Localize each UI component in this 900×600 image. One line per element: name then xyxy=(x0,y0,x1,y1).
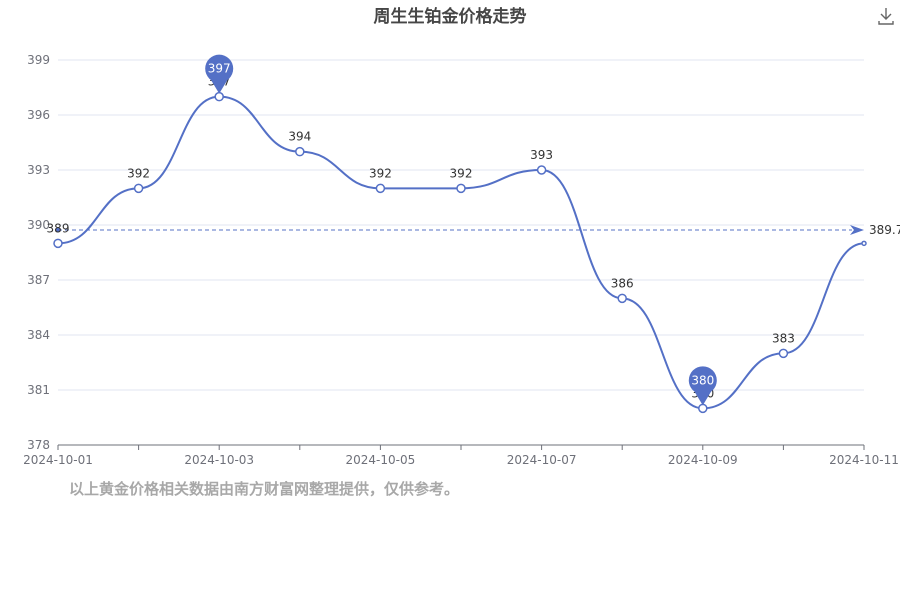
x-tick-label: 2024-10-03 xyxy=(184,453,254,467)
data-label: 389 xyxy=(47,221,70,235)
price-series xyxy=(53,91,867,414)
data-label: 392 xyxy=(369,166,392,180)
y-tick-label: 393 xyxy=(27,163,50,177)
data-point xyxy=(375,183,386,194)
download-icon xyxy=(878,8,894,25)
data-label: 394 xyxy=(288,130,311,144)
pin-tail xyxy=(210,78,229,94)
data-point xyxy=(778,348,789,359)
download-button[interactable] xyxy=(874,4,898,28)
data-label: 392 xyxy=(450,166,473,180)
max-pin: 397 xyxy=(205,54,234,94)
series-line xyxy=(57,95,865,410)
data-point xyxy=(861,240,867,247)
pin-head xyxy=(205,54,234,83)
x-tick-label: 2024-10-11 xyxy=(829,453,899,467)
y-tick-label: 399 xyxy=(27,53,50,67)
data-label: 392 xyxy=(127,166,150,180)
axes: 378 381 384 387 390 393 396 399 2024-10-01 2024-1… xyxy=(23,53,899,467)
average-line-label: 389.73 xyxy=(869,223,900,237)
x-tick-label: 2024-10-07 xyxy=(507,453,577,467)
average-line-arrow xyxy=(850,224,864,235)
data-point xyxy=(617,293,627,304)
y-tick-label: 378 xyxy=(27,438,50,452)
data-labels: 389392397394392392393386380383 xyxy=(47,75,795,401)
chart-title: 周生生铂金价格走势 xyxy=(373,7,527,27)
average-line: 389.73 xyxy=(55,223,900,237)
min-pin: 380 xyxy=(688,366,717,406)
y-tick-label: 390 xyxy=(27,218,50,232)
mark-points: 397 380 xyxy=(205,54,717,406)
data-point xyxy=(214,91,224,102)
data-point xyxy=(53,238,63,249)
data-label: 393 xyxy=(530,148,553,162)
average-line-start xyxy=(55,227,61,233)
source-note: 以上黄金价格相关数据由南方财富网整理提供，仅供参考。 xyxy=(69,480,460,498)
data-point xyxy=(133,183,144,194)
y-tick-label: 387 xyxy=(27,273,50,287)
data-point xyxy=(456,183,466,194)
data-point xyxy=(295,146,305,157)
data-label: 383 xyxy=(772,331,795,345)
y-tick-label: 384 xyxy=(27,328,50,342)
grid-lines xyxy=(58,59,864,391)
pin-head xyxy=(688,366,717,395)
data-point xyxy=(698,403,708,414)
y-tick-label: 381 xyxy=(27,383,50,397)
x-tick-label: 2024-10-01 xyxy=(23,453,93,467)
y-tick-label: 396 xyxy=(27,108,50,122)
data-label: 386 xyxy=(611,276,634,290)
x-tick-label: 2024-10-09 xyxy=(668,453,738,467)
pin-label: 397 xyxy=(208,62,231,76)
x-tick-label: 2024-10-05 xyxy=(346,453,416,467)
pin-label: 380 xyxy=(691,373,714,387)
data-point xyxy=(536,165,547,175)
pin-tail xyxy=(693,390,712,406)
